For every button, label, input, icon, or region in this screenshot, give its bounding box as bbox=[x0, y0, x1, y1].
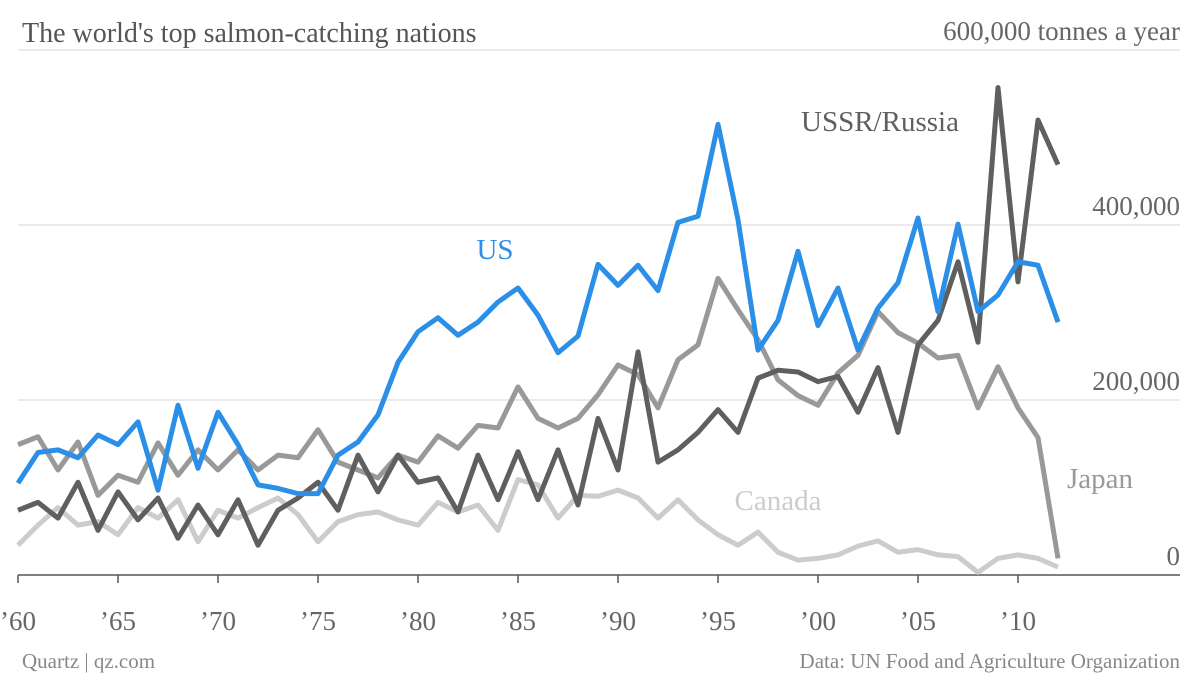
x-tick-label: ’90 bbox=[600, 606, 636, 636]
series-label: USSR/Russia bbox=[801, 106, 959, 138]
x-tick-label: ’05 bbox=[900, 606, 936, 636]
note: Data: UN Food and Agriculture Organizati… bbox=[800, 649, 1181, 673]
x-tick-label: ’75 bbox=[300, 606, 336, 636]
source: Quartz | qz.com bbox=[22, 649, 155, 673]
series-line bbox=[16, 477, 1060, 575]
series-line bbox=[17, 85, 1061, 548]
x-tick-label: ’70 bbox=[200, 606, 236, 636]
x-tick-label: ’95 bbox=[700, 606, 736, 636]
y-tick-label: 0 bbox=[1167, 541, 1181, 571]
x-tick-label: ’65 bbox=[100, 606, 136, 636]
chart-title: The world's top salmon-catching nations bbox=[22, 18, 477, 49]
series-line bbox=[15, 121, 1061, 497]
x-tick-label: ’10 bbox=[1000, 606, 1036, 636]
y-tick-label: 400,000 bbox=[1092, 191, 1180, 221]
x-tick-label: ’80 bbox=[400, 606, 436, 636]
series-label: US bbox=[476, 234, 513, 266]
series-label: Canada bbox=[735, 485, 822, 517]
y-tick-label: 600,000 tonnes a year bbox=[943, 16, 1180, 46]
series-label: Japan bbox=[1067, 463, 1134, 495]
x-tick-label: ’60 bbox=[0, 606, 36, 636]
y-tick-label: 200,000 bbox=[1092, 366, 1180, 396]
series-line bbox=[17, 275, 1061, 559]
x-tick-label: ’85 bbox=[500, 606, 536, 636]
x-tick-label: ’00 bbox=[800, 606, 836, 636]
